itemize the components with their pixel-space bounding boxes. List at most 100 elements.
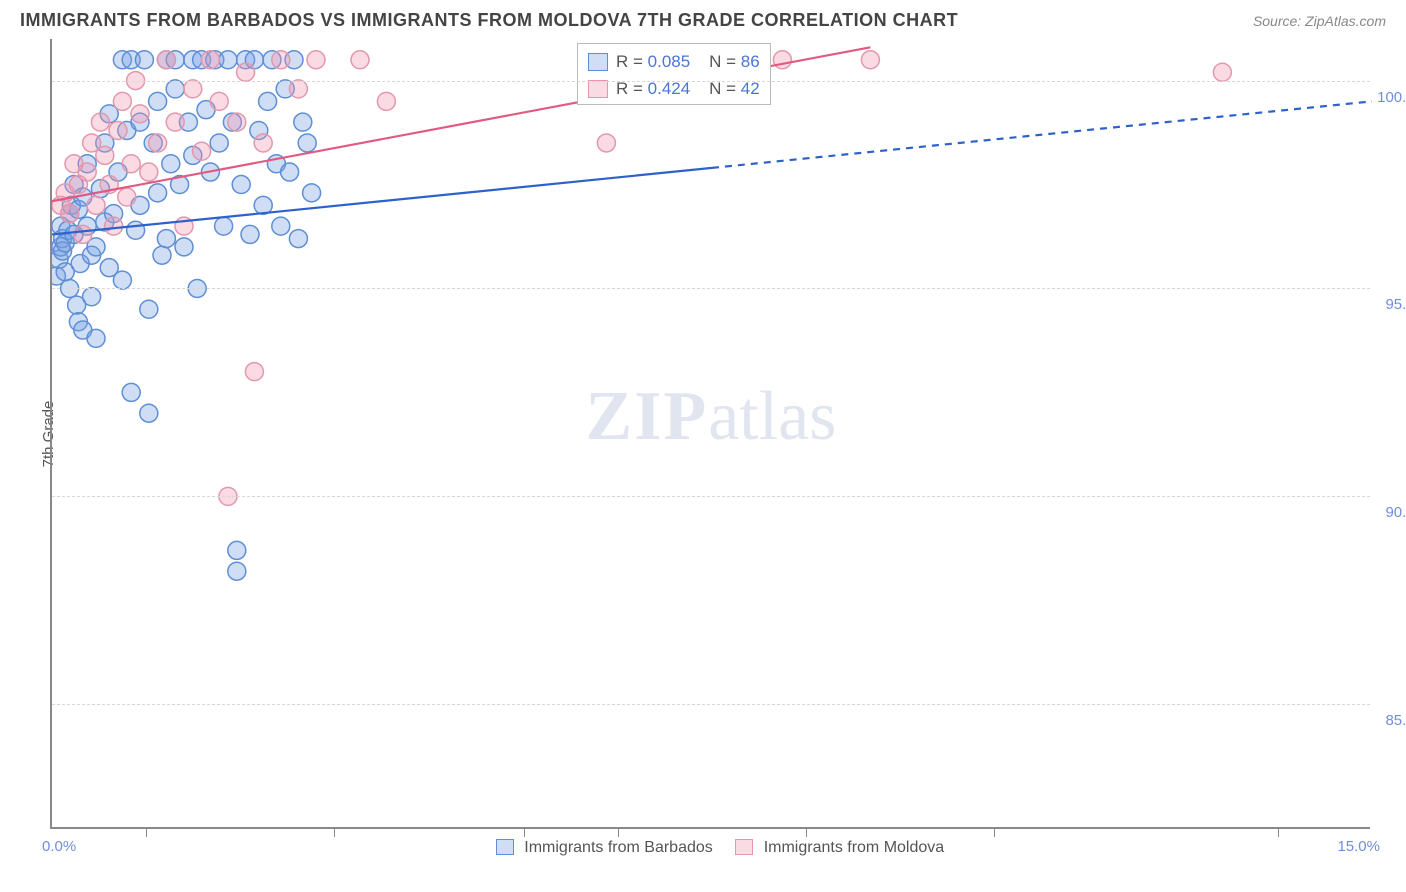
n-prefix: N = [709, 52, 736, 71]
data-point [289, 230, 307, 248]
series-label-moldova: Immigrants from Moldova [764, 839, 945, 856]
x-tick [1278, 827, 1279, 837]
x-tick [806, 827, 807, 837]
data-point [219, 51, 237, 69]
data-point [215, 217, 233, 235]
data-point [109, 121, 127, 139]
data-point [245, 363, 263, 381]
x-tick [618, 827, 619, 837]
r-value-barbados: 0.085 [648, 52, 691, 71]
data-point [113, 92, 131, 110]
data-point [149, 92, 167, 110]
legend-text-barbados: R = 0.085 N = 86 [616, 48, 760, 75]
data-point [135, 51, 153, 69]
swatch-moldova [588, 80, 608, 98]
data-point [861, 51, 879, 69]
trend-line [712, 101, 1372, 168]
swatch-barbados [588, 53, 608, 71]
swatch-moldova-bottom [735, 839, 753, 855]
data-point [281, 163, 299, 181]
data-point [241, 225, 259, 243]
data-point [597, 134, 615, 152]
y-tick-label: 100.0% [1377, 89, 1406, 106]
data-point [131, 105, 149, 123]
data-point [228, 113, 246, 131]
data-point [74, 225, 92, 243]
data-point [153, 246, 171, 264]
data-point [289, 80, 307, 98]
data-point [228, 562, 246, 580]
data-point [184, 80, 202, 98]
x-tick [334, 827, 335, 837]
data-point [193, 142, 211, 160]
series-legend: Immigrants from Barbados Immigrants from… [52, 839, 1370, 857]
data-point [140, 404, 158, 422]
gridline [52, 288, 1370, 289]
gridline [52, 496, 1370, 497]
data-point [303, 184, 321, 202]
data-point [237, 63, 255, 81]
correlation-legend: R = 0.085 N = 86 R = 0.424 N = 42 [577, 43, 771, 105]
gridline [52, 81, 1370, 82]
data-point [122, 383, 140, 401]
n-value-moldova: 42 [741, 79, 760, 98]
data-point [254, 134, 272, 152]
data-point [210, 92, 228, 110]
y-tick-label: 90.0% [1385, 504, 1406, 521]
data-point [166, 80, 184, 98]
data-point [87, 196, 105, 214]
data-point [294, 113, 312, 131]
n-value-barbados: 86 [741, 52, 760, 71]
data-point [351, 51, 369, 69]
data-point [83, 288, 101, 306]
data-point [157, 51, 175, 69]
series-label-barbados: Immigrants from Barbados [524, 839, 713, 856]
data-point [272, 217, 290, 235]
data-point [272, 51, 290, 69]
data-point [162, 155, 180, 173]
data-point [87, 329, 105, 347]
plot-region: ZIPatlas R = 0.085 N = 86 R = 0.424 [50, 39, 1370, 829]
source-label: Source: ZipAtlas.com [1253, 13, 1386, 29]
gridline [52, 704, 1370, 705]
data-point [113, 271, 131, 289]
data-point [307, 51, 325, 69]
data-point [118, 188, 136, 206]
data-point [157, 230, 175, 248]
chart-area: 7th Grade ZIPatlas R = 0.085 N = 86 R = [50, 39, 1370, 829]
chart-title: IMMIGRANTS FROM BARBADOS VS IMMIGRANTS F… [20, 10, 958, 31]
data-point [105, 217, 123, 235]
x-tick [524, 827, 525, 837]
data-point [122, 155, 140, 173]
r-prefix: R = [616, 79, 643, 98]
data-point [166, 113, 184, 131]
legend-row-barbados: R = 0.085 N = 86 [588, 48, 760, 75]
data-point [1213, 63, 1231, 81]
data-point [149, 134, 167, 152]
legend-row-moldova: R = 0.424 N = 42 [588, 75, 760, 102]
data-point [377, 92, 395, 110]
data-point [228, 541, 246, 559]
x-tick [994, 827, 995, 837]
r-prefix: R = [616, 52, 643, 71]
legend-text-moldova: R = 0.424 N = 42 [616, 75, 760, 102]
y-tick-label: 85.0% [1385, 712, 1406, 729]
data-point [201, 51, 219, 69]
x-tick [146, 827, 147, 837]
data-point [61, 205, 79, 223]
data-point [91, 113, 109, 131]
data-point [96, 146, 114, 164]
n-prefix: N = [709, 79, 736, 98]
data-point [127, 221, 145, 239]
data-point [175, 238, 193, 256]
data-point [140, 300, 158, 318]
data-point [140, 163, 158, 181]
data-point [259, 92, 277, 110]
y-tick-label: 95.0% [1385, 296, 1406, 313]
r-value-moldova: 0.424 [648, 79, 691, 98]
swatch-barbados-bottom [496, 839, 514, 855]
scatter-svg [52, 39, 1372, 829]
data-point [298, 134, 316, 152]
data-point [149, 184, 167, 202]
data-point [210, 134, 228, 152]
